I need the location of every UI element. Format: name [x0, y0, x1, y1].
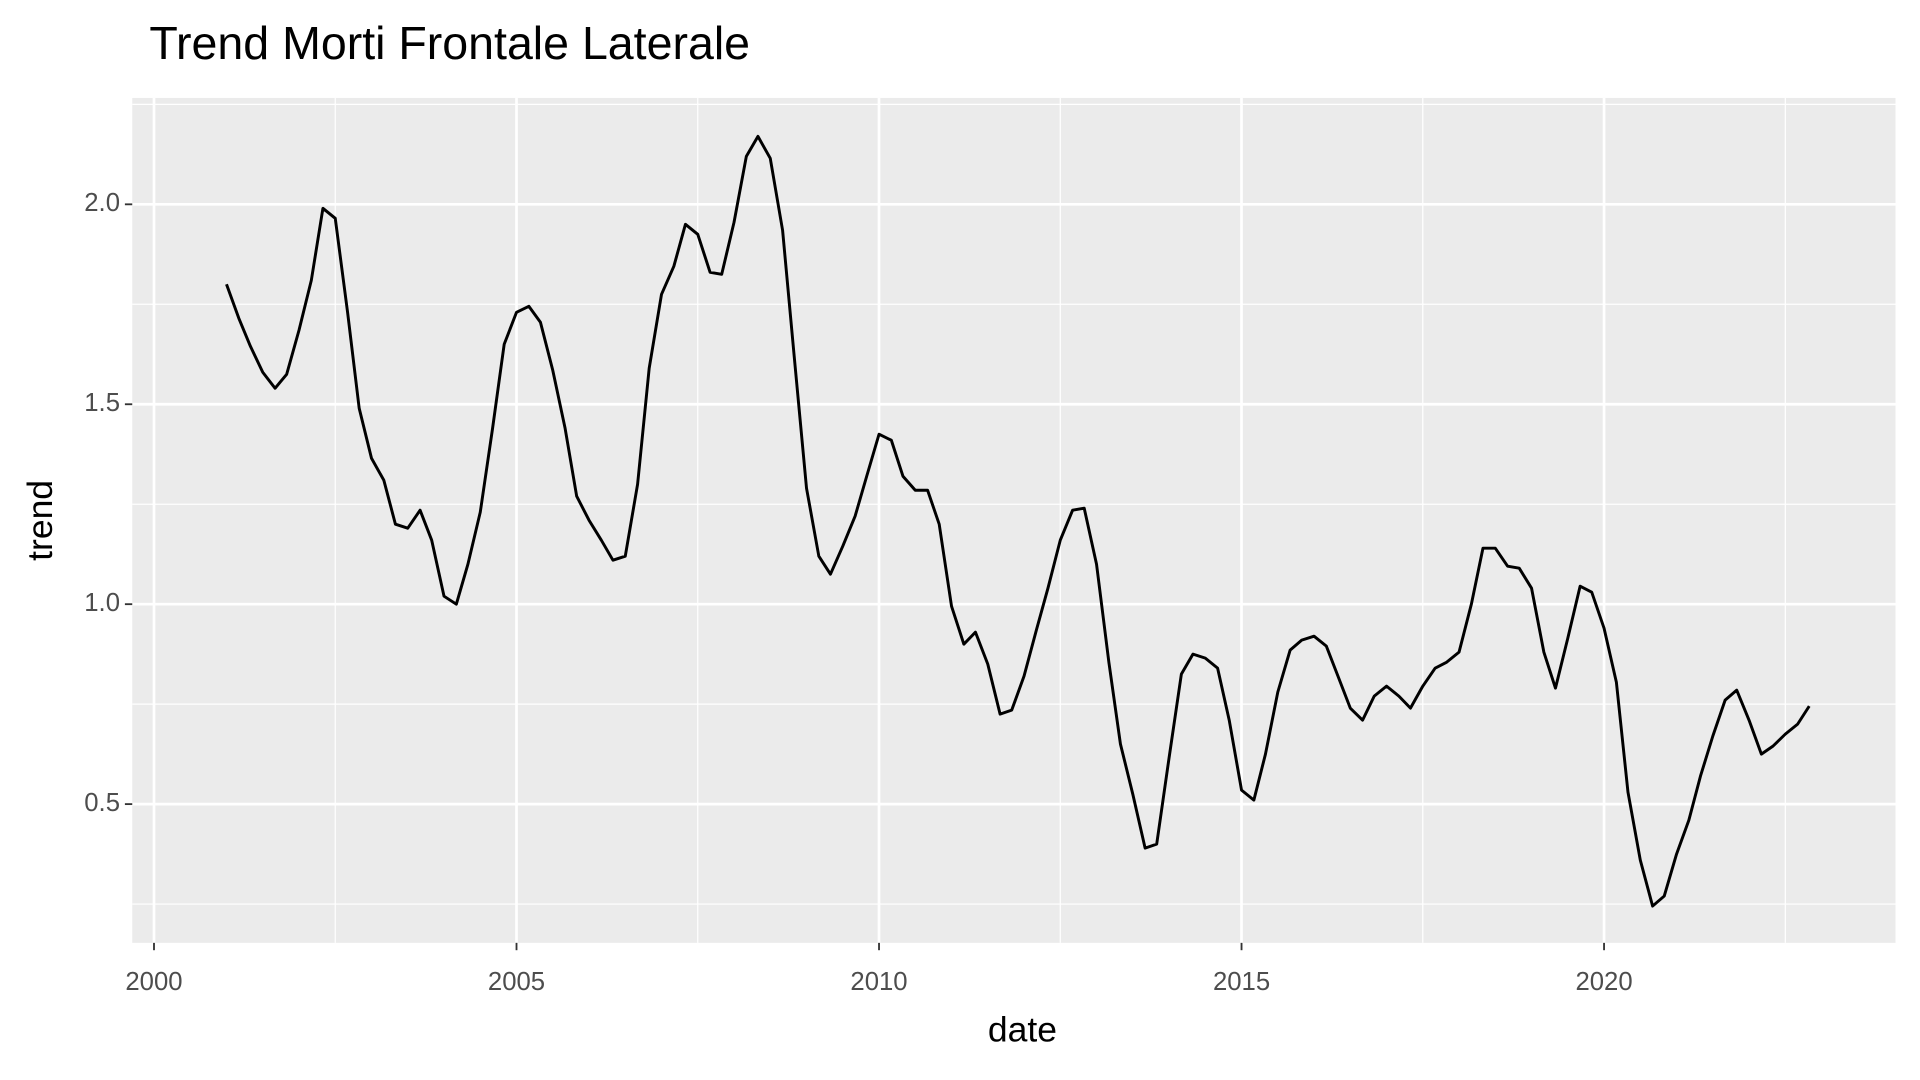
- x-tick-label: 2020: [1575, 968, 1632, 996]
- plot-background: [132, 97, 1896, 943]
- y-axis-title: trend: [20, 480, 60, 561]
- x-axis-title: date: [988, 1010, 1057, 1050]
- y-tick-label: 2.0: [84, 189, 120, 217]
- x-tick-label: 2005: [488, 968, 545, 996]
- x-tick-label: 2010: [850, 968, 907, 996]
- x-tick-label: 2000: [125, 968, 182, 996]
- x-tick-label: 2015: [1213, 968, 1270, 996]
- chart-title: Trend Morti Frontale Laterale: [149, 17, 750, 69]
- trend-line: [225, 134, 1811, 908]
- y-tick-label: 1.0: [84, 589, 120, 617]
- y-tick-label: 1.5: [84, 389, 120, 417]
- y-tick-label: 0.5: [84, 789, 120, 817]
